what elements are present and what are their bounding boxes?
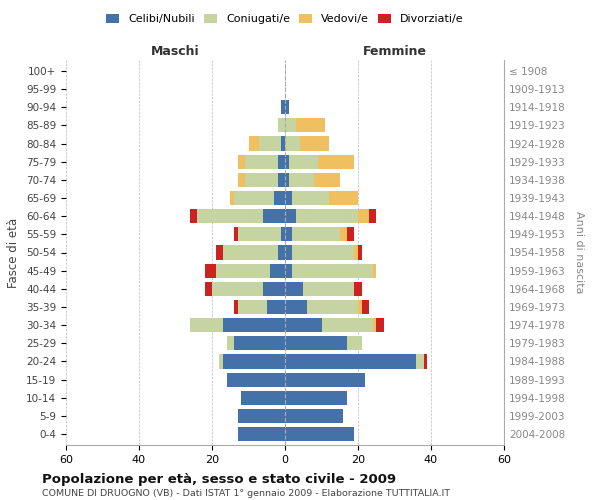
Bar [296, 209, 358, 224]
Bar [376, 318, 383, 332]
Text: COMUNE DI DRUOGNO (VB) - Dati ISTAT 1° gennaio 2009 - Elaborazione TUTTITALIA.IT: COMUNE DI DRUOGNO (VB) - Dati ISTAT 1° g… [42, 489, 450, 498]
Bar [248, 136, 259, 150]
Bar [358, 246, 362, 260]
Bar [347, 336, 362, 350]
Bar [285, 354, 416, 368]
Bar [358, 209, 369, 224]
Bar [238, 409, 285, 423]
Bar [322, 318, 373, 332]
Bar [292, 228, 340, 241]
Bar [234, 336, 285, 350]
Bar [238, 228, 281, 241]
Bar [278, 118, 285, 132]
Bar [245, 173, 278, 187]
Bar [274, 191, 285, 205]
Bar [241, 390, 285, 405]
Y-axis label: Anni di nascita: Anni di nascita [574, 211, 584, 294]
Bar [230, 191, 234, 205]
Bar [227, 372, 285, 386]
Bar [263, 209, 285, 224]
Bar [234, 228, 238, 241]
Bar [292, 191, 329, 205]
Bar [355, 246, 358, 260]
Text: Maschi: Maschi [151, 45, 200, 58]
Bar [285, 173, 289, 187]
Text: Popolazione per età, sesso e stato civile - 2009: Popolazione per età, sesso e stato civil… [42, 472, 396, 486]
Bar [212, 282, 263, 296]
Legend: Celibi/Nubili, Coniugati/e, Vedovi/e, Divorziati/e: Celibi/Nubili, Coniugati/e, Vedovi/e, Di… [104, 12, 466, 26]
Bar [238, 173, 245, 187]
Bar [285, 118, 296, 132]
Bar [285, 228, 292, 241]
Bar [285, 427, 355, 441]
Bar [285, 282, 303, 296]
Bar [227, 336, 234, 350]
Bar [238, 154, 245, 169]
Bar [329, 191, 358, 205]
Bar [190, 318, 223, 332]
Bar [285, 191, 292, 205]
Bar [355, 282, 362, 296]
Bar [285, 318, 322, 332]
Bar [318, 154, 355, 169]
Bar [215, 264, 271, 278]
Bar [369, 209, 376, 224]
Bar [278, 154, 285, 169]
Y-axis label: Fasce di età: Fasce di età [7, 218, 20, 288]
Bar [197, 209, 263, 224]
Bar [281, 136, 285, 150]
Bar [292, 246, 355, 260]
Bar [271, 264, 285, 278]
Bar [281, 228, 285, 241]
Bar [292, 264, 373, 278]
Bar [278, 173, 285, 187]
Bar [314, 173, 340, 187]
Bar [285, 154, 289, 169]
Bar [285, 209, 296, 224]
Text: Femmine: Femmine [362, 45, 427, 58]
Bar [234, 300, 238, 314]
Bar [373, 264, 376, 278]
Bar [223, 318, 285, 332]
Bar [263, 282, 285, 296]
Bar [358, 300, 362, 314]
Bar [416, 354, 424, 368]
Bar [303, 282, 355, 296]
Bar [285, 100, 289, 114]
Bar [362, 300, 369, 314]
Bar [340, 228, 347, 241]
Bar [238, 427, 285, 441]
Bar [285, 264, 292, 278]
Bar [205, 264, 215, 278]
Bar [285, 246, 292, 260]
Bar [259, 136, 281, 150]
Bar [285, 300, 307, 314]
Bar [267, 300, 285, 314]
Bar [285, 390, 347, 405]
Bar [285, 136, 299, 150]
Bar [285, 336, 347, 350]
Bar [278, 246, 285, 260]
Bar [299, 136, 329, 150]
Bar [245, 154, 278, 169]
Bar [285, 409, 343, 423]
Bar [289, 173, 314, 187]
Bar [234, 191, 274, 205]
Bar [238, 300, 267, 314]
Bar [307, 300, 358, 314]
Bar [347, 228, 355, 241]
Bar [215, 246, 223, 260]
Bar [296, 118, 325, 132]
Bar [205, 282, 212, 296]
Bar [424, 354, 427, 368]
Bar [373, 318, 376, 332]
Bar [190, 209, 197, 224]
Bar [281, 100, 285, 114]
Bar [220, 354, 223, 368]
Bar [285, 372, 365, 386]
Bar [223, 354, 285, 368]
Bar [223, 246, 278, 260]
Bar [289, 154, 318, 169]
